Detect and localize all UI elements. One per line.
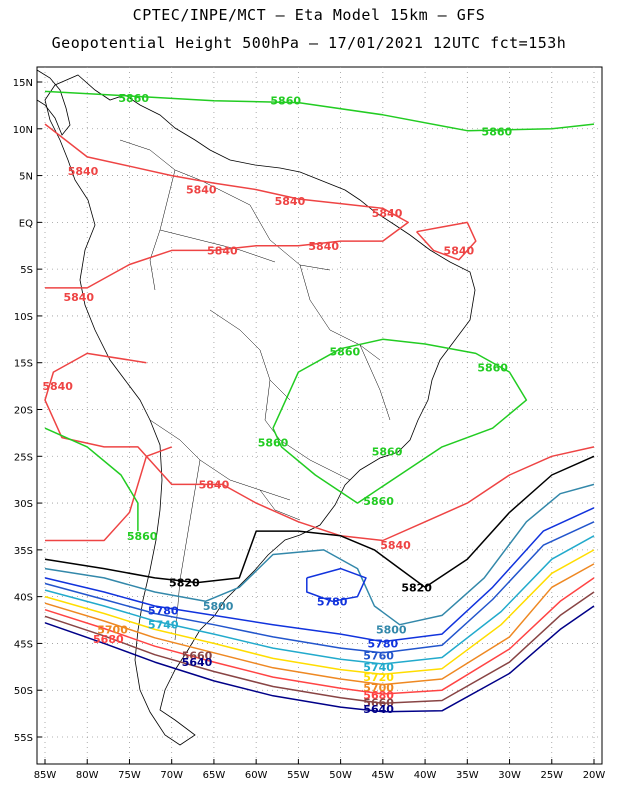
- contour-5820: [44, 455, 595, 589]
- lat-tick-label: 20S: [14, 406, 33, 417]
- lat-tick-label: 5N: [19, 172, 33, 183]
- lon-tick-label: 40W: [414, 770, 437, 781]
- contour-label-5840: 5840: [68, 165, 99, 178]
- contour-5840: [44, 123, 409, 289]
- axis-ticks: 15N 10N 5N EQ 5S 10S 15S 20S 25S 30S 35S 40S 45S 50S 5…: [13, 78, 606, 781]
- contour-label-5700: 5700: [97, 623, 128, 636]
- lat-tick-label: 10S: [14, 312, 33, 323]
- contour-label-5780: 5780: [368, 637, 399, 650]
- lat-tick-label: 15N: [13, 78, 33, 89]
- lon-tick-label: 35W: [456, 770, 479, 781]
- contour-5680: [44, 577, 595, 695]
- contour-label-5860: 5860: [118, 92, 149, 105]
- contour-label-5720: 5720: [363, 671, 394, 684]
- contour-label-5800: 5800: [203, 600, 234, 613]
- contour-label-5740: 5740: [148, 619, 179, 632]
- contour-label-5740: 5740: [363, 661, 394, 674]
- country-borders: [119, 139, 391, 641]
- contour-label-5840: 5840: [207, 244, 238, 257]
- contour-label-5860: 5860: [482, 126, 513, 139]
- lat-tick-label: 15S: [14, 359, 33, 370]
- lat-tick-label: 55S: [14, 733, 33, 744]
- graticule-grid: [37, 67, 602, 764]
- contour-label-5840: 5840: [63, 291, 94, 304]
- contour-labels: 5860 5860 5860 5840 5840 5840 5840 5840 5840 5840…: [42, 92, 512, 716]
- south-america-coastline: [44, 74, 476, 746]
- contour-label-5680: 5680: [93, 633, 124, 646]
- contour-label-5820: 5820: [401, 581, 432, 594]
- contour-5860: [44, 90, 595, 132]
- contour-label-5840: 5840: [380, 539, 411, 552]
- lon-tick-label: 60W: [245, 770, 268, 781]
- contour-label-5860: 5860: [270, 95, 301, 108]
- contour-5780: [306, 567, 367, 603]
- lat-tick-label: 10N: [13, 125, 33, 136]
- contour-label-5680: 5680: [363, 689, 394, 702]
- contour-label-5860: 5860: [363, 495, 394, 508]
- lon-tick-label: 75W: [118, 770, 141, 781]
- contour-label-5860: 5860: [372, 446, 403, 459]
- lon-tick-label: 70W: [160, 770, 183, 781]
- contour-5760: [44, 521, 595, 654]
- lon-tick-label: 45W: [372, 770, 395, 781]
- lat-tick-label: 30S: [14, 499, 33, 510]
- contour-5660: [44, 591, 595, 705]
- contour-label-5840: 5840: [199, 478, 230, 491]
- contour-5800: [44, 483, 595, 626]
- lat-tick-label: 25S: [14, 452, 33, 463]
- contour-label-5840: 5840: [372, 207, 403, 220]
- contour-5700: [44, 563, 595, 686]
- contour-5640: [44, 605, 595, 713]
- map-frame: [36, 66, 603, 765]
- contour-label-5840: 5840: [186, 184, 217, 197]
- contour-label-5660: 5660: [182, 650, 213, 663]
- contour-label-5800: 5800: [376, 623, 407, 636]
- contour-5720: [44, 549, 595, 676]
- contour-label-5860: 5860: [477, 361, 508, 374]
- lat-tick-label: EQ: [19, 218, 33, 229]
- title-line-1: CPTEC/INPE/MCT – Eta Model 15km – GFS: [132, 6, 486, 24]
- contour-5840: [416, 221, 477, 261]
- coastline-outline: [36, 69, 476, 746]
- contour-label-5860: 5860: [127, 530, 158, 543]
- contour-label-5840: 5840: [275, 195, 306, 208]
- lat-tick-label: 45S: [14, 639, 33, 650]
- lat-tick-label: 35S: [14, 546, 33, 557]
- contour-5780: [44, 507, 595, 643]
- lon-tick-label: 80W: [76, 770, 99, 781]
- contour-label-5840: 5840: [308, 240, 339, 253]
- lon-tick-label: 50W: [329, 770, 352, 781]
- lon-tick-label: 30W: [498, 770, 521, 781]
- lon-tick-label: 20W: [583, 770, 606, 781]
- central-america-coastline: [36, 69, 71, 136]
- lon-tick-label: 85W: [34, 770, 57, 781]
- contour-label-5820: 5820: [169, 577, 200, 590]
- contour-label-5860: 5860: [330, 345, 361, 358]
- contour-label-5860: 5860: [258, 436, 289, 449]
- contour-label-5640: 5640: [182, 656, 213, 669]
- title-line-2: Geopotential Height 500hPa – 17/01/2021 …: [51, 34, 567, 52]
- contour-label-5760: 5760: [363, 650, 394, 663]
- lat-tick-label: 5S: [20, 265, 33, 276]
- lon-tick-label: 25W: [540, 770, 563, 781]
- lon-tick-label: 55W: [287, 770, 310, 781]
- contour-5860: [44, 427, 139, 532]
- contour-label-5780: 5780: [317, 595, 348, 608]
- contour-5840: [45, 446, 172, 542]
- lat-tick-label: 40S: [14, 593, 33, 604]
- contour-label-5840: 5840: [444, 244, 475, 257]
- contour-label-5700: 5700: [363, 681, 394, 694]
- contour-label-5840: 5840: [42, 380, 73, 393]
- contour-5740: [44, 535, 595, 665]
- contour-label-5780: 5780: [148, 605, 179, 618]
- contour-lines: [44, 90, 595, 713]
- lon-tick-label: 65W: [203, 770, 226, 781]
- contour-label-5640: 5640: [363, 703, 394, 716]
- contour-label-5660: 5660: [363, 696, 394, 709]
- contour-5860: [272, 338, 528, 504]
- lat-tick-label: 50S: [14, 686, 33, 697]
- contour-5840: [44, 352, 595, 542]
